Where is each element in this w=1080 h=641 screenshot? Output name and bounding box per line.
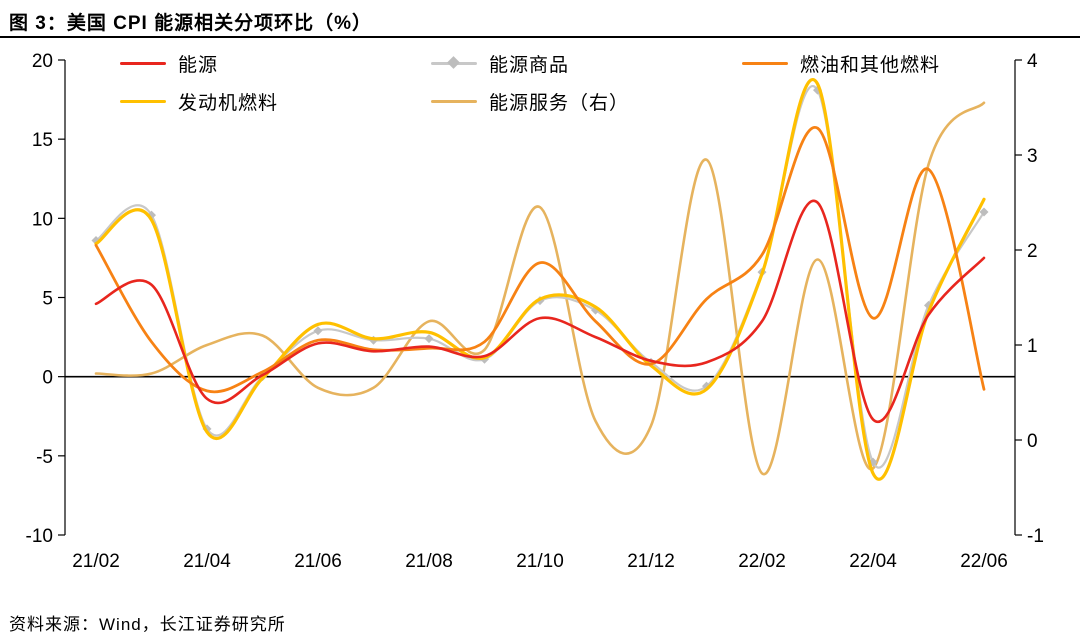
series-line-energy-services	[94, 101, 986, 476]
x-tick-label: 21/02	[72, 551, 120, 572]
y-right-tick-label: 2	[1027, 241, 1038, 262]
x-tick-label: 21/12	[627, 551, 675, 572]
y-left-tick-label: -10	[26, 526, 53, 547]
legend-swatch-fuel-oil	[742, 61, 788, 65]
chart-area: 20 15 10 5 0 -5 -10 4 3 2 1 0 -1 21/02 21/04 21/06 21/08…	[0, 38, 1080, 598]
y-left-tick-label: 15	[32, 130, 53, 151]
y-left-tick-label: 5	[42, 289, 53, 310]
y-left-tick-label: -5	[36, 447, 53, 468]
legend-swatch-energy-services	[431, 99, 477, 103]
y-left-tick-label: 0	[42, 368, 53, 389]
y-right-tick-label: 0	[1027, 431, 1038, 452]
legend-item-energy-services: 能源服务（右）	[431, 88, 742, 115]
x-tick-label: 22/02	[738, 551, 786, 572]
series-marker-energy-commodities	[424, 334, 434, 344]
legend-row: 能源 能源商品 燃油和其他燃料	[120, 50, 1060, 76]
x-tick-label: 21/08	[405, 551, 453, 572]
legend-swatch-motor-fuel	[120, 99, 166, 103]
x-tick-label: 21/06	[294, 551, 342, 572]
x-tick-label: 21/10	[516, 551, 564, 572]
legend-label-energy-commodities: 能源商品	[489, 54, 570, 76]
y-right-tick-label: 1	[1027, 336, 1038, 357]
x-tick-label: 22/04	[849, 551, 897, 572]
x-tick-label: 22/06	[960, 551, 1008, 572]
legend-item-motor-fuel: 发动机燃料	[120, 88, 431, 115]
y-left-tick-label: 10	[32, 209, 53, 230]
series-line-fuel-oil	[94, 126, 986, 394]
series-line-energy-commodities	[94, 85, 986, 469]
legend-label-energy-services: 能源服务（右）	[489, 92, 630, 114]
legend-item-fuel-oil: 燃油和其他燃料	[742, 50, 1053, 77]
legend-label-energy: 能源	[178, 54, 219, 76]
x-tick-label: 21/04	[183, 551, 231, 572]
legend-item-energy: 能源	[120, 50, 431, 77]
series-line-energy	[94, 199, 986, 424]
legend-label-motor-fuel: 发动机燃料	[178, 92, 279, 114]
legend-label-fuel-oil: 燃油和其他燃料	[800, 54, 941, 76]
y-right-tick-label: -1	[1027, 526, 1044, 547]
chart-legend: 能源 能源商品 燃油和其他燃料发动机燃料 能源服务（右）	[120, 50, 1060, 126]
legend-row: 发动机燃料 能源服务（右）	[120, 88, 1060, 114]
series-marker-energy-commodities	[313, 326, 323, 336]
legend-swatch-energy-commodities	[431, 55, 477, 69]
title-divider	[0, 36, 1080, 38]
legend-swatch-energy	[120, 61, 166, 65]
source-note: 资料来源：Wind，长江证券研究所	[9, 615, 286, 634]
figure-title: 图 3：美国 CPI 能源相关分项环比（%）	[9, 13, 372, 34]
legend-item-energy-commodities: 能源商品	[431, 50, 742, 77]
series-line-motor-fuel	[94, 78, 986, 481]
series-marker-energy-commodities	[979, 207, 989, 217]
y-right-tick-label: 3	[1027, 146, 1038, 167]
y-left-tick-label: 20	[32, 51, 53, 72]
y-right-tick-label: 4	[1027, 51, 1038, 72]
legend-marker-diamond-energy-commodities	[447, 55, 460, 69]
